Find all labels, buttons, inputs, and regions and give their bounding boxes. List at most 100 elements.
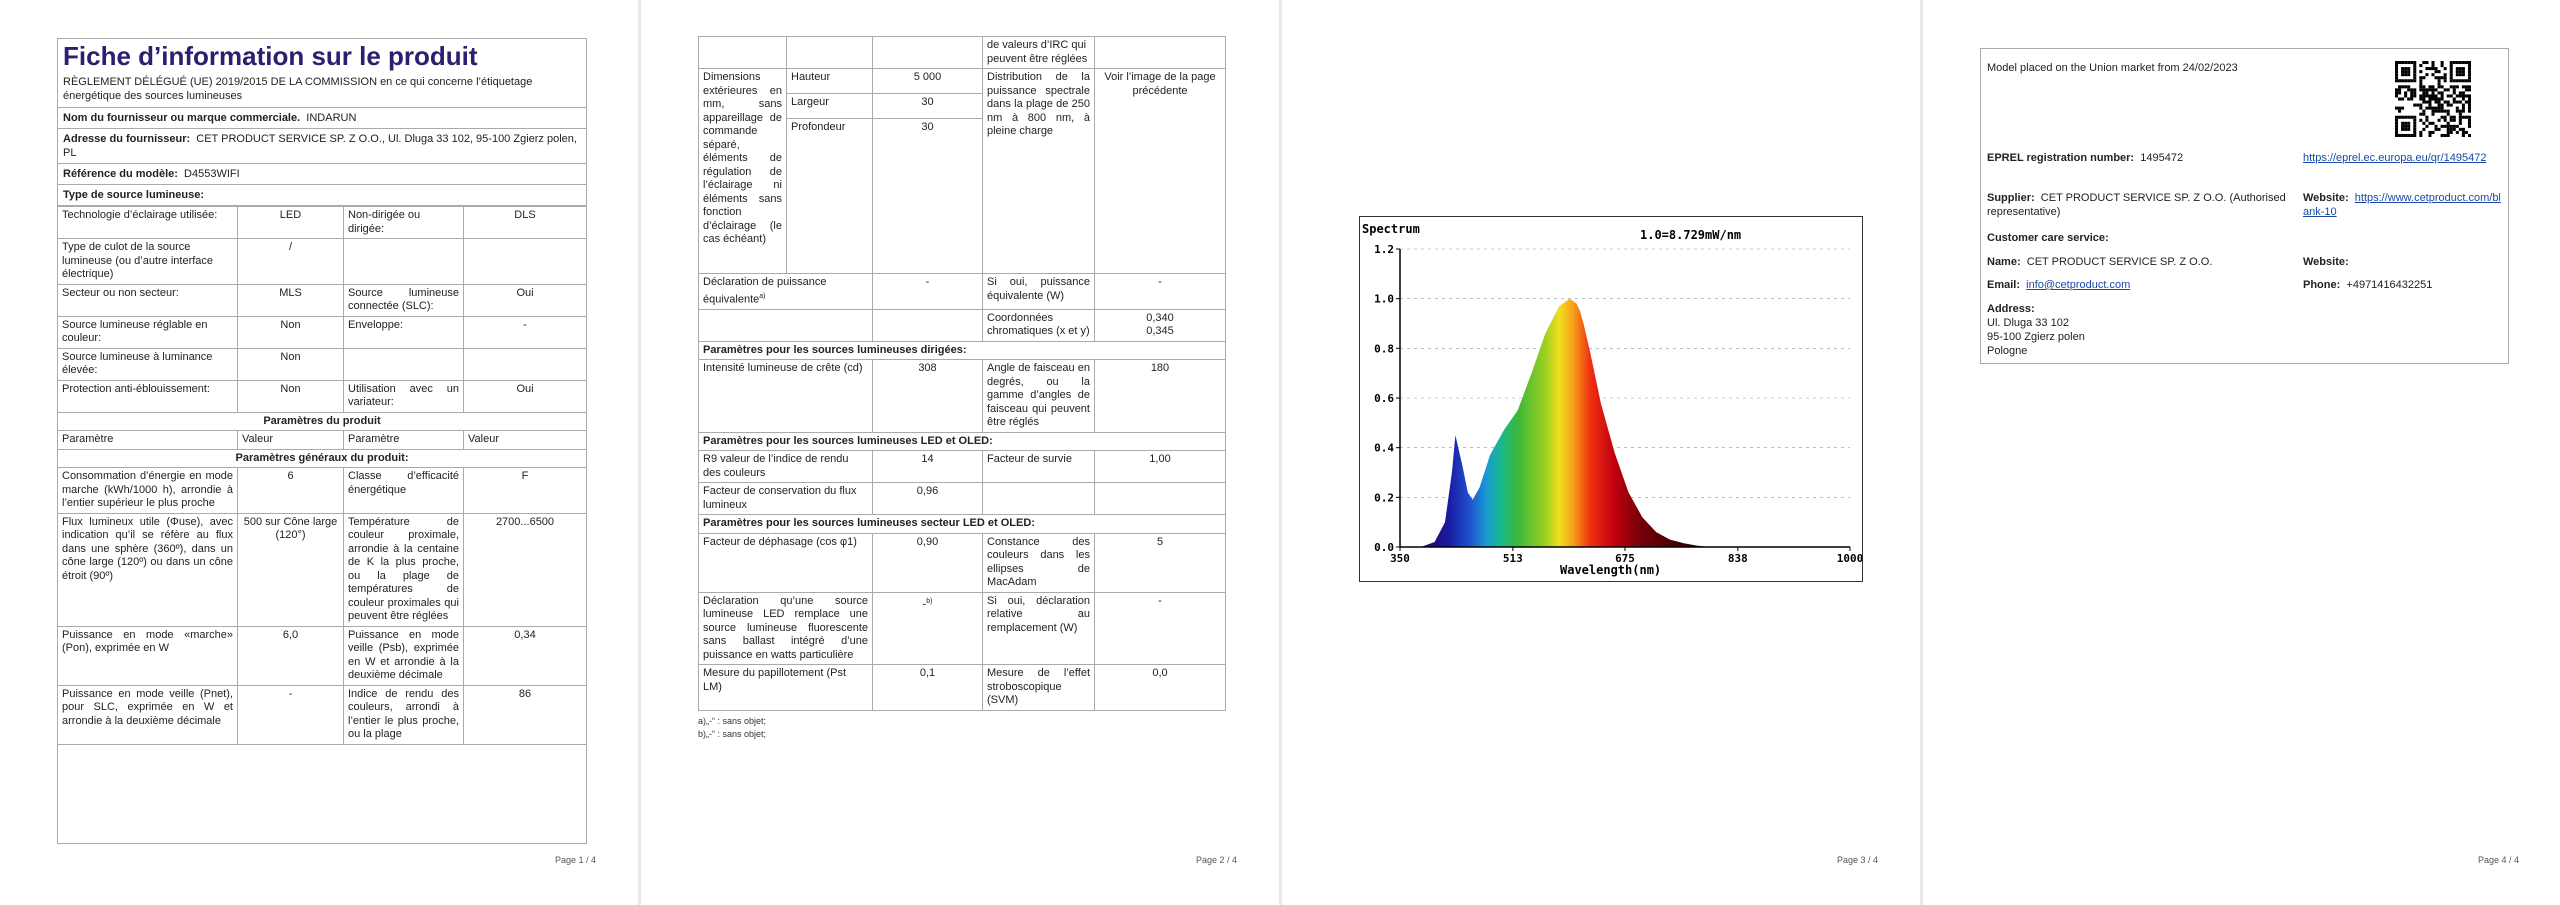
qr-module [2458, 70, 2462, 74]
qr-module [2422, 61, 2426, 65]
qr-module [2398, 133, 2402, 137]
phone-label: Phone: [2303, 279, 2341, 291]
table-row: Puissance en mode veille (Pnet), pour SL… [58, 684, 586, 745]
qr-module [2464, 88, 2468, 92]
chroma-values: 0,340 0,345 [1094, 308, 1226, 342]
qr-module [2434, 127, 2438, 131]
qr-module [2446, 121, 2450, 125]
qr-code-icon[interactable] [2395, 61, 2471, 137]
qr-module [2467, 94, 2471, 98]
survival-label: Facteur de survie [982, 450, 1095, 484]
qr-module [2440, 64, 2444, 68]
tech-label: Technologie d’éclairage utilisée: [58, 206, 238, 239]
qr-module [2404, 61, 2408, 65]
params-table-continued: de valeurs d’IRC qui peuvent être réglée… [698, 36, 1226, 711]
qr-module [2410, 115, 2414, 119]
email-link[interactable]: info@cetproduct.com [2026, 279, 2131, 291]
qr-module [2398, 97, 2402, 101]
qr-module [2461, 97, 2465, 101]
qr-module [2413, 115, 2417, 119]
spd-label: Distribution de la puissance spectrale d… [982, 68, 1095, 274]
table-row: Secteur ou non secteur: MLS Source lumin… [58, 283, 586, 317]
qr-module [2407, 85, 2411, 89]
table-row: Flux lumineux utile (Φuse), avec indicat… [58, 512, 586, 627]
qr-module [2401, 127, 2405, 131]
qr-module [2410, 94, 2414, 98]
qr-module [2446, 130, 2450, 134]
page-3: 0.0 0.2 0.4 0.6 0.8 1.0 1.2 350 513 675 838 1000 Sp… [1282, 0, 1920, 905]
qr-module [2401, 79, 2405, 83]
cap-label: Type de culot de la source lumineuse (ou… [58, 238, 238, 285]
table-row: Type de culot de la source lumineuse (ou… [58, 238, 586, 285]
qr-module [2446, 124, 2450, 128]
y-tick-label: 0.0 [1374, 541, 1394, 554]
qr-module [2410, 88, 2414, 92]
qr-module [2422, 100, 2426, 104]
qr-module [2419, 103, 2423, 107]
col-param: Paramètre [58, 430, 238, 450]
nondir-label: Non-dirigée ou dirigée: [343, 206, 464, 239]
qr-module [2458, 94, 2462, 98]
macadam-label: Constance des couleurs dans les ellipses… [982, 532, 1095, 593]
phone-row: Phone: +4971416432251 [2303, 278, 2432, 292]
spectrum-chart: 0.0 0.2 0.4 0.6 0.8 1.0 1.2 350 513 675 838 1000 Sp… [1359, 216, 1863, 582]
qr-module [2443, 115, 2447, 119]
replace-label: Déclaration qu’une source lumineuse LED … [698, 591, 873, 666]
table-row: Paramètre Valeur Paramètre Valeur [58, 430, 586, 450]
qr-module [2410, 91, 2414, 95]
website-link[interactable]: https://www.cetproduct.com/blank-10 [2303, 192, 2501, 218]
qr-module [2431, 61, 2435, 65]
y-tick-label: 0.8 [1374, 342, 1394, 355]
qr-module [2467, 67, 2471, 71]
email-row: Email: info@cetproduct.com [1987, 278, 2130, 292]
qr-module [2410, 133, 2414, 137]
qr-module [2398, 115, 2402, 119]
qr-module [2449, 70, 2453, 74]
qr-module [2419, 70, 2423, 74]
equiv-value: - [872, 273, 983, 310]
highlum-value: Non [237, 347, 344, 381]
chart-axes: 0.0 0.2 0.4 0.6 0.8 1.0 1.2 350 513 675 838 1000 [1374, 243, 1863, 565]
address-row: Adresse du fournisseur: CET PRODUCT SERV… [58, 129, 586, 164]
qr-module [2413, 118, 2417, 122]
qr-module [2467, 88, 2471, 92]
chart-title: Spectrum [1362, 222, 1420, 236]
table-row: Profondeur 30 [699, 118, 1226, 274]
height-value: 5 000 [872, 68, 983, 94]
qr-module [2449, 73, 2453, 77]
qr-module [2395, 106, 2399, 110]
qr-module [2458, 91, 2462, 95]
x-tick-label: 838 [1728, 552, 1748, 565]
qr-module [2452, 91, 2456, 95]
table-row: Paramètres du produit [58, 411, 586, 431]
qr-module [2395, 67, 2399, 71]
page-number: Page 4 / 4 [2477, 855, 2519, 865]
x-tick-label: 1000 [1837, 552, 1862, 565]
class-value: F [463, 467, 586, 514]
qr-module [2461, 70, 2465, 74]
qr-module [2413, 121, 2417, 125]
qr-module [2422, 127, 2426, 131]
supplier-row: Supplier: CET PRODUCT SERVICE SP. Z O.O.… [1987, 191, 2287, 219]
qr-module [2458, 121, 2462, 125]
qr-module [2401, 70, 2405, 74]
x-tick-label: 513 [1503, 552, 1523, 565]
qr-module [2458, 118, 2462, 122]
qr-module [2443, 73, 2447, 77]
qr-module [2419, 112, 2423, 116]
page-2: de valeurs d’IRC qui peuvent être réglée… [641, 0, 1279, 905]
qr-module [2428, 106, 2432, 110]
qr-module [2413, 88, 2417, 92]
qr-module [2398, 91, 2402, 95]
col-value: Valeur [237, 430, 344, 450]
strobo-value: 0,0 [1094, 664, 1226, 711]
qr-module [2437, 109, 2441, 113]
qr-module [2467, 133, 2471, 137]
qr-module [2413, 64, 2417, 68]
qr-module [2419, 64, 2423, 68]
qr-module [2404, 70, 2408, 74]
eprel-link[interactable]: https://eprel.ec.europa.eu/qr/1495472 [2303, 152, 2487, 164]
qr-module [2452, 88, 2456, 92]
equiv-note: a) [759, 292, 766, 300]
led-header: Paramètres pour les sources lumineuses L… [698, 431, 1226, 452]
